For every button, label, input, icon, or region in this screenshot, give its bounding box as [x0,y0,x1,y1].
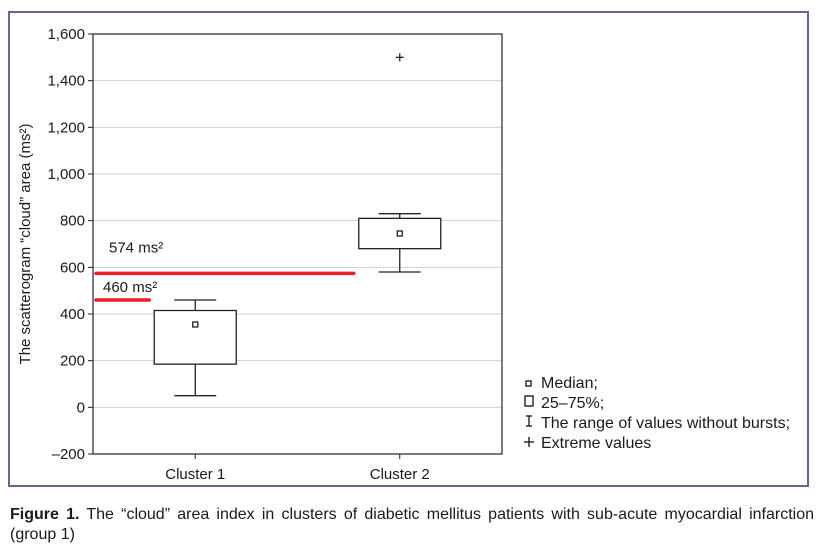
small-square-icon [521,374,537,394]
legend-item-quartiles: 25–75%; [521,394,604,414]
y-tick-label: 1,400 [47,73,85,90]
median-marker [192,321,199,328]
box-plot-chart: –200 0 200 400 600 800 1,000 1,200 1,400 1,600 The… [17,26,503,483]
x-tick-label: Cluster 1 [165,466,225,483]
legend-label: Extreme values [541,435,652,452]
legend-item-median: Median; [521,374,598,394]
legend-item-extreme: Extreme values [521,434,651,454]
reference-label: 574 ms² [109,239,163,256]
figure-frame: –200 0 200 400 600 800 1,000 1,200 1,400 1,600 The… [8,11,809,487]
y-tick-label: 600 [60,259,85,276]
y-tick-label: 400 [60,306,85,323]
legend-label: 25–75%; [541,395,605,412]
quartile-box [153,309,237,365]
figure-caption: Figure 1. The “cloud” area index in clus… [10,505,814,545]
plus-icon [521,434,537,454]
y-tick-label: 1,000 [47,166,85,183]
figure-caption-text: The “cloud” area index in clusters of di… [10,506,814,543]
y-tick-label: –200 [52,446,85,463]
x-tick-label: Cluster 2 [370,466,430,483]
median-marker [396,230,403,237]
y-tick-label: 200 [60,353,85,370]
reference-label: 460 ms² [103,279,157,296]
y-tick-label: 0 [77,399,85,416]
legend-item-range: The range of values without bursts; [521,414,790,434]
y-tick-label: 1,200 [47,119,85,136]
whisker-icon [521,414,537,434]
rectangle-icon [521,394,537,414]
y-axis-label: The scatterogram “cloud” area (ms²) [17,124,34,365]
legend-label: The range of values without bursts; [541,415,791,432]
y-tick-label: 1,600 [47,26,85,43]
y-tick-label: 800 [60,213,85,230]
plot-frame [92,33,503,455]
legend-label: Median; [541,375,598,392]
figure-label: Figure 1. [10,506,80,523]
